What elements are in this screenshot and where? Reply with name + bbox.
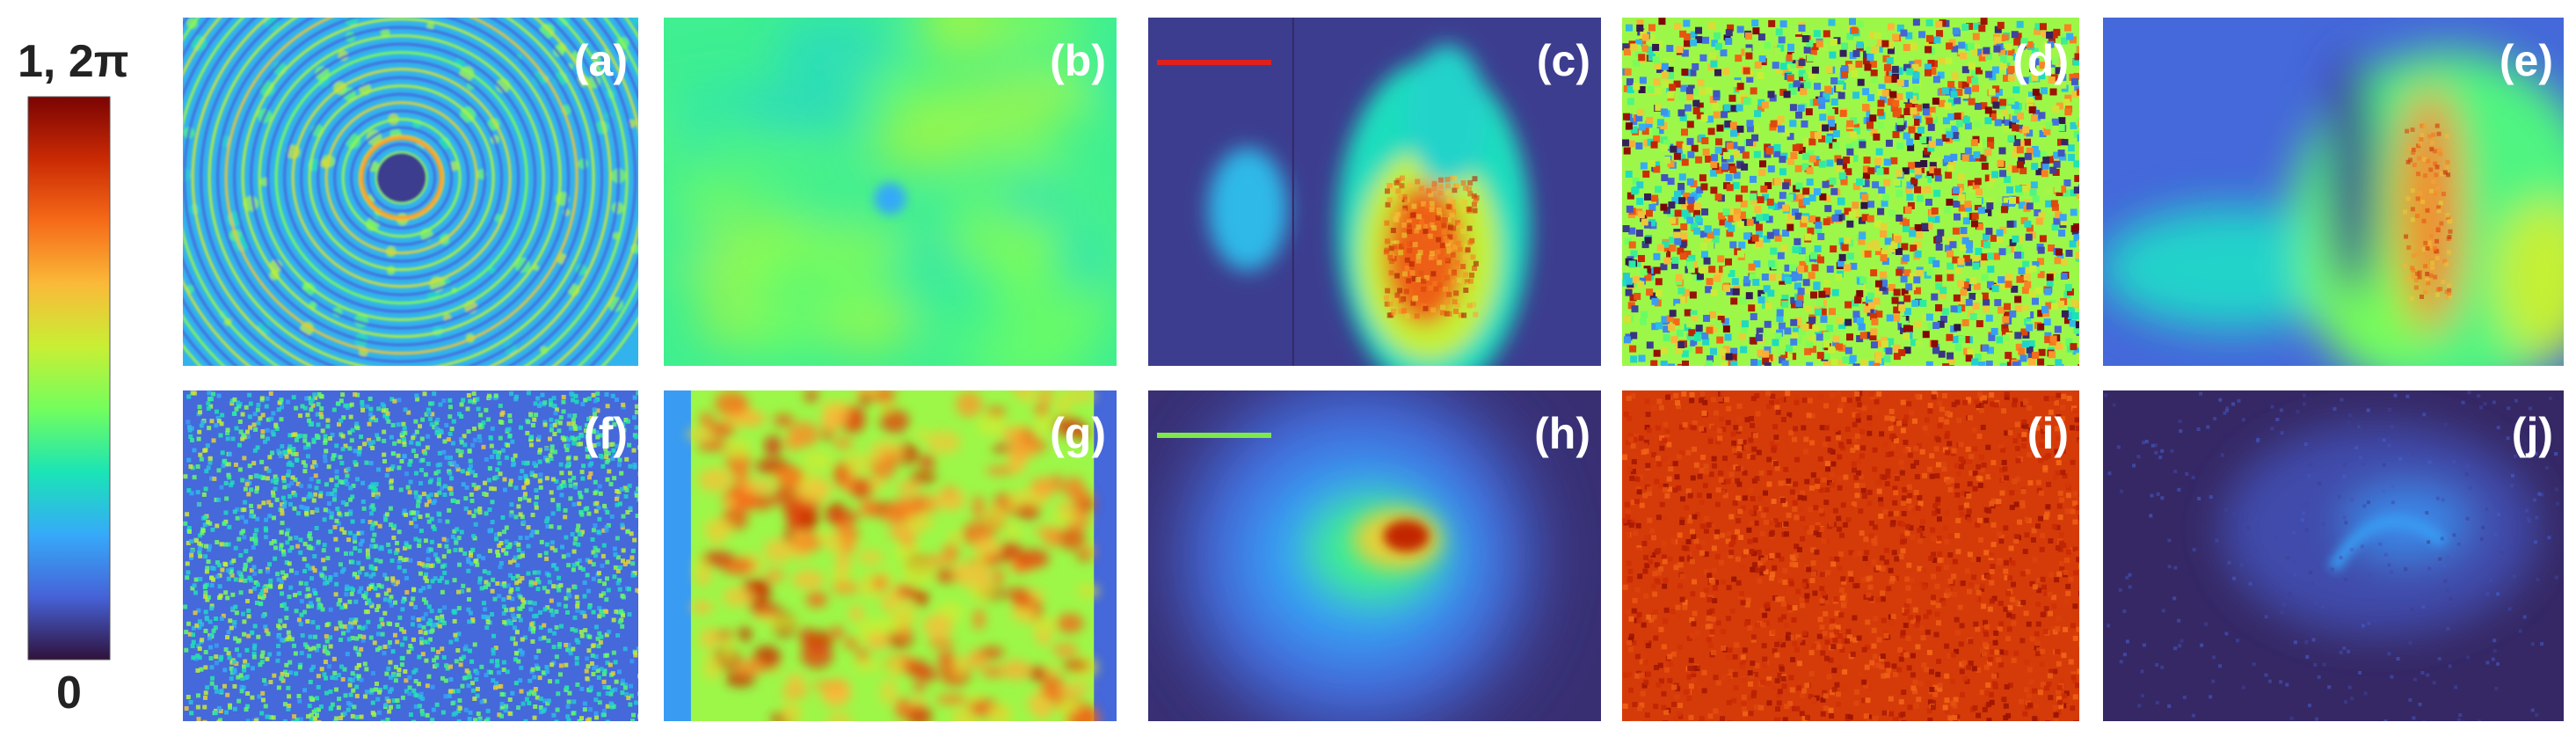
panel-label: (a) [574,36,628,85]
panel-label: (i) [2027,409,2069,458]
panel-label: (b) [1050,36,1106,85]
colorbar-bottom-label: 0 [56,668,82,719]
panel-g: (g) [664,390,1117,721]
panel-label: (j) [2512,409,2553,458]
panel-label: (f) [584,409,628,458]
panel-label: (g) [1050,409,1106,458]
panel-h: (h) [1148,390,1601,721]
panel-i: (i) [1622,390,2079,721]
colorbar-top-label: 1, 2π [18,36,129,87]
panel-label: (e) [2500,36,2553,85]
panel-b: (b) [664,18,1117,366]
panel-label: (c) [1537,36,1590,85]
panel-f: (f) [183,390,638,721]
colorbar [27,96,111,660]
panel-label: (d) [2012,36,2069,85]
panel-a: (a) [183,18,638,366]
panel-e: (e) [2103,18,2564,366]
panel-label: (h) [1534,409,1590,458]
panel-j: (j) [2103,390,2564,721]
panel-d: (d) [1622,18,2079,366]
panel-c: (c) [1148,18,1601,366]
